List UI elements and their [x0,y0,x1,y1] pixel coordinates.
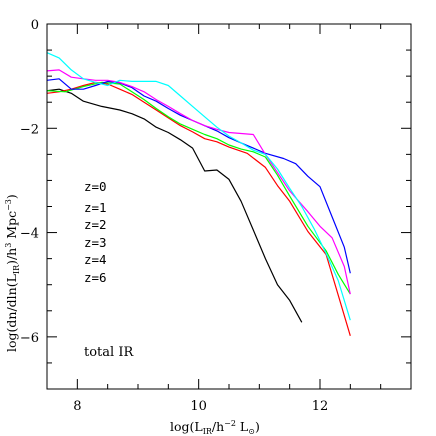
x-tick-label: 10 [190,399,207,414]
legend-entry-z3: z=3 [84,235,107,250]
x-tick-label: 12 [312,399,329,414]
series-line-z0 [46,88,303,323]
y-tick-label: −2 [20,122,39,137]
series-lines [46,52,351,336]
legend-entry-z6: z=6 [84,270,107,285]
series-line-z6 [46,52,351,321]
x-tick-label: 8 [73,399,81,414]
y-tick-label: 0 [31,18,39,33]
series-line-z4 [46,69,351,295]
series-line-z1 [46,81,351,336]
tick-labels: 8 10 12 0 −2 −4 −6 [20,18,328,414]
legend: z=0 z=1 z=2 z=3 z=4 z=6 [84,179,107,285]
y-tick-label: −4 [20,227,39,242]
legend-entry-z0: z=0 [84,179,107,194]
legend-entry-z4: z=4 [84,252,107,267]
axis-ticks [46,23,412,390]
y-tick-label: −6 [20,331,39,346]
y-axis-label: log(dn/dln(LIR)/h3 Mpc−3) [4,194,21,352]
y-axis-label-group: log(dn/dln(LIR)/h3 Mpc−3) [4,194,21,352]
legend-entry-z2: z=2 [84,217,107,232]
legend-entry-z1: z=1 [84,200,107,215]
plot-frame [46,23,412,390]
x-axis-label: log(LIR/h−2 L⊙) [170,419,260,436]
annotation-total-ir: total IR [84,345,134,360]
